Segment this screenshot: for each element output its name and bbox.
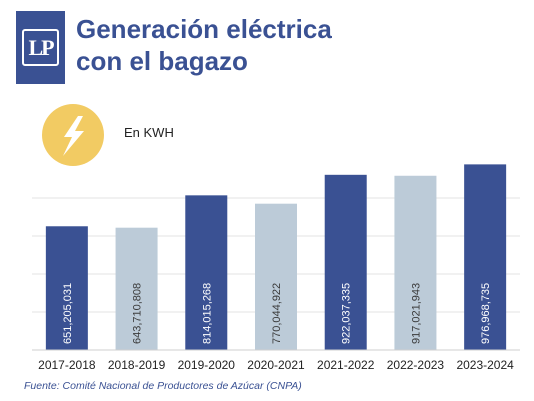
bar-value-label: 976,968,735 xyxy=(480,283,492,344)
bar xyxy=(185,195,228,350)
logo-mark: LP xyxy=(22,29,59,66)
bar xyxy=(45,226,88,350)
bar xyxy=(464,164,507,350)
lightning-bolt-icon xyxy=(42,104,104,166)
source-note: Fuente: Comité Nacional de Productores d… xyxy=(24,380,302,392)
x-tick-label: 2018-2019 xyxy=(108,358,166,372)
x-tick-label: 2021-2022 xyxy=(317,358,375,372)
bar-value-label: 643,710,808 xyxy=(132,283,144,344)
bar xyxy=(324,174,367,350)
title-line-1: Generación eléctrica xyxy=(76,14,332,44)
bar xyxy=(115,227,158,350)
x-tick-label: 2020-2021 xyxy=(247,358,305,372)
x-tick-label: 2023-2024 xyxy=(456,358,514,372)
bar-chart: 651,205,031 2017-2018 643,710,808 2018-2019… xyxy=(32,164,520,372)
x-tick-label: 2022-2023 xyxy=(387,358,445,372)
x-tick-label: 2017-2018 xyxy=(38,358,96,372)
x-tick-label: 2019-2020 xyxy=(178,358,236,372)
bar xyxy=(255,203,297,350)
bar-value-label: 770,044,922 xyxy=(271,283,283,344)
bar-value-label: 651,205,031 xyxy=(62,283,74,344)
logo: LP xyxy=(16,11,65,84)
bar-value-label: 814,015,268 xyxy=(201,283,213,344)
bar-value-label: 922,037,335 xyxy=(341,283,353,344)
bar-value-label: 917,021,943 xyxy=(410,283,422,344)
page-title: Generación eléctrica con el bagazo xyxy=(76,13,516,77)
bar xyxy=(394,175,437,350)
title-line-2: con el bagazo xyxy=(76,46,248,76)
unit-label: En KWH xyxy=(124,125,174,140)
